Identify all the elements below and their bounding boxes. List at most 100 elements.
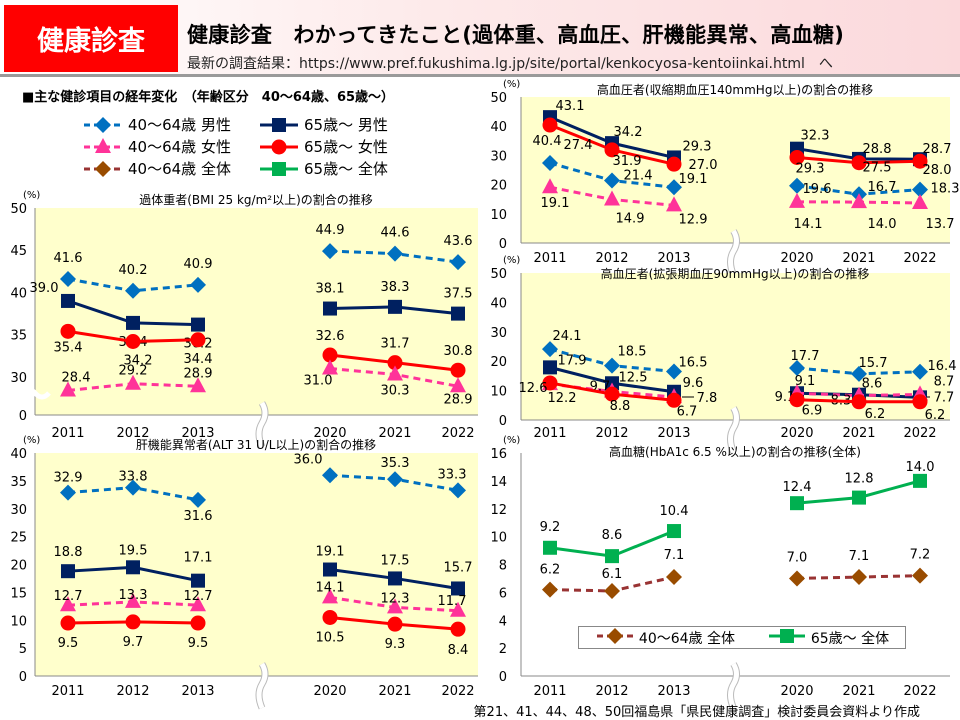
data-label: 12.5 xyxy=(619,370,648,385)
series-square-1: 18.8 19.5 17.1 19.1 17.5 15.7 xyxy=(54,543,472,596)
data-point xyxy=(666,569,682,586)
y-tick-label: 45 xyxy=(10,244,27,259)
data-point xyxy=(60,323,76,339)
chart-title: 高血糖(HbA1c 6.5 %以上)の割合の推移(全体) xyxy=(609,444,861,459)
data-label: 14.1 xyxy=(794,217,823,232)
data-point xyxy=(667,524,681,539)
y-tick-label: 6 xyxy=(499,586,507,601)
y-tick-label: 20 xyxy=(10,559,27,574)
unit-label: (%) xyxy=(503,435,520,446)
data-label: 30.3 xyxy=(381,383,410,398)
data-label: 9.5 xyxy=(58,636,79,651)
source-link[interactable]: 最新の調査結果：https://www.pref.fukushima.lg.jp… xyxy=(187,56,833,72)
series-diamond-0: 41.6 40.2 40.9 44.9 44.6 43.6 xyxy=(54,223,472,299)
data-point xyxy=(542,178,558,194)
data-label: 9.5 xyxy=(188,636,209,651)
x-tick-label: 2012 xyxy=(595,684,628,699)
y-tick-label: 25 xyxy=(10,531,27,546)
legend-marker-icon xyxy=(595,627,635,649)
data-point xyxy=(125,374,141,390)
unit-label: (%) xyxy=(23,435,40,446)
data-label: 12.7 xyxy=(184,589,213,604)
y-tick-label: 12 xyxy=(490,503,507,518)
data-point xyxy=(322,588,338,604)
y-tick-label: 0 xyxy=(19,670,27,685)
data-point xyxy=(912,394,928,410)
data-point xyxy=(191,317,205,332)
y-tick-label: 0 xyxy=(499,670,507,685)
legend-marker-icon xyxy=(767,627,807,649)
data-label: 21.4 xyxy=(624,169,653,184)
data-point xyxy=(450,621,466,637)
data-label: 29.3 xyxy=(683,139,712,154)
square-icon xyxy=(779,628,794,643)
y-tick-label: 16 xyxy=(490,447,507,462)
data-point xyxy=(60,484,76,501)
x-tick-label: 2020 xyxy=(780,426,813,441)
y-tick-label: 0 xyxy=(19,409,27,424)
x-tick-label: 2013 xyxy=(657,426,690,441)
legend-marker-icon xyxy=(84,160,122,177)
y-tick-label: 2 xyxy=(499,642,507,657)
page-title: 健康診査 わかってきたこと(過体重、高血圧、肝機能異常、高血糖) xyxy=(187,23,845,47)
data-point xyxy=(451,306,465,321)
unit-label: (%) xyxy=(503,79,520,90)
data-point xyxy=(450,377,466,393)
legend-label: 40～64歳 全体 xyxy=(638,630,735,647)
legend-item: 40～64歳 女性 xyxy=(82,136,231,157)
data-point xyxy=(125,479,141,496)
legend-label: 65歳～ 全体 xyxy=(304,160,388,178)
data-label: 11.7 xyxy=(438,594,467,609)
data-label: 7.2 xyxy=(910,548,931,563)
legend-marker-icon xyxy=(84,137,122,153)
data-label: 30.8 xyxy=(444,344,473,359)
data-label: 12.8 xyxy=(845,472,874,487)
data-point xyxy=(322,467,338,484)
series-square-1: 39.036.436.238.138.337.5 xyxy=(30,280,473,352)
plot-area xyxy=(521,273,950,420)
chart-3: 肝機能異常者(ALT 31 U/L以上)の割合の推移 (%) 0 5 10 15 20 25 3… xyxy=(10,435,478,710)
x-tick-label: 2011 xyxy=(533,426,566,441)
data-point xyxy=(542,375,558,391)
data-label: 40.2 xyxy=(119,263,148,278)
x-tick-label: 2021 xyxy=(378,426,411,441)
series-triangle-3: 28.4 29.2 28.9 31.0 30.3 28.9 xyxy=(60,359,473,407)
data-label: 8.8 xyxy=(610,399,631,414)
data-label: 31.9 xyxy=(613,154,642,169)
x-tick-label: 2012 xyxy=(595,426,628,441)
data-label: 41.6 xyxy=(54,251,83,266)
y-tick-label: 40 xyxy=(10,286,27,301)
data-label: 19.5 xyxy=(119,543,148,558)
data-label: 7.1 xyxy=(664,548,685,563)
data-point xyxy=(542,581,558,598)
plot-area xyxy=(521,97,950,243)
x-tick-label: 2021 xyxy=(842,426,875,441)
data-point xyxy=(666,196,682,212)
legend-label: 40～64歳 男性 xyxy=(128,116,231,134)
data-point xyxy=(912,153,928,169)
diamond-icon xyxy=(95,160,111,177)
data-point xyxy=(851,193,867,209)
data-label: 15.7 xyxy=(859,356,888,371)
data-label: 34.4 xyxy=(184,352,213,367)
data-point xyxy=(388,299,402,314)
data-point xyxy=(852,490,866,505)
data-point xyxy=(666,363,682,380)
data-point xyxy=(789,177,805,194)
data-point xyxy=(322,609,338,625)
y-tick-label: 10 xyxy=(10,614,27,629)
data-point xyxy=(126,560,140,575)
y-tick-label: 20 xyxy=(490,355,507,370)
x-tick-label: 2021 xyxy=(842,251,875,266)
axis-break-icon xyxy=(728,229,739,276)
data-label: 28.9 xyxy=(444,392,473,407)
data-label: 14.1 xyxy=(316,580,345,595)
data-point xyxy=(60,615,76,631)
data-label: 29.2 xyxy=(119,364,148,379)
data-point xyxy=(125,592,141,608)
data-point xyxy=(913,473,927,488)
data-point xyxy=(789,149,805,165)
y-tick-label: 0 xyxy=(499,414,507,429)
header-bar: 健康診査 健康診査 わかってきたこと(過体重、高血圧、肝機能異常、高血糖) 最新… xyxy=(0,0,960,77)
data-label: 28.4 xyxy=(62,370,91,385)
